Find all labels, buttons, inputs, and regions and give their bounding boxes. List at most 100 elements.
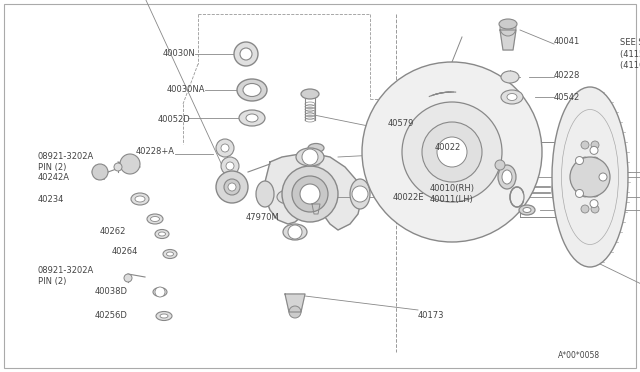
Circle shape [282, 166, 338, 222]
FancyBboxPatch shape [4, 4, 636, 368]
Text: 40256D: 40256D [95, 311, 128, 320]
Text: 40041: 40041 [554, 38, 580, 46]
Circle shape [288, 225, 302, 239]
Ellipse shape [243, 83, 261, 96]
Ellipse shape [552, 87, 628, 267]
Circle shape [570, 157, 610, 197]
Ellipse shape [246, 114, 258, 122]
Circle shape [224, 179, 240, 195]
Circle shape [581, 189, 589, 197]
Circle shape [557, 197, 563, 203]
Circle shape [221, 157, 239, 175]
Ellipse shape [296, 148, 324, 166]
Text: 40242A: 40242A [38, 173, 70, 182]
Circle shape [590, 200, 598, 208]
Circle shape [591, 189, 599, 197]
Ellipse shape [308, 144, 324, 153]
Circle shape [155, 287, 165, 297]
Circle shape [575, 189, 584, 198]
Circle shape [581, 173, 589, 181]
Circle shape [581, 205, 589, 213]
Text: 40264: 40264 [112, 247, 138, 257]
Circle shape [234, 42, 258, 66]
Circle shape [221, 144, 229, 152]
Ellipse shape [301, 89, 319, 99]
Text: 40052D: 40052D [157, 115, 190, 125]
Ellipse shape [498, 165, 516, 189]
Text: 40228: 40228 [554, 71, 580, 80]
Circle shape [557, 176, 563, 182]
Circle shape [362, 62, 542, 242]
Circle shape [575, 157, 584, 164]
Ellipse shape [131, 193, 149, 205]
Text: 40022: 40022 [435, 142, 461, 151]
Text: A*00*0058: A*00*0058 [558, 352, 600, 360]
Ellipse shape [502, 170, 512, 184]
Ellipse shape [501, 71, 519, 83]
Ellipse shape [501, 90, 523, 104]
Circle shape [120, 154, 140, 174]
Circle shape [591, 205, 599, 213]
Circle shape [422, 122, 482, 182]
Ellipse shape [350, 179, 370, 209]
Ellipse shape [552, 175, 568, 205]
Circle shape [402, 102, 502, 202]
Circle shape [557, 190, 563, 196]
Text: 40022E: 40022E [393, 192, 424, 202]
Circle shape [92, 164, 108, 180]
Text: 40579: 40579 [388, 119, 414, 128]
Polygon shape [285, 294, 305, 312]
Ellipse shape [135, 196, 145, 202]
Circle shape [226, 162, 234, 170]
Circle shape [352, 186, 368, 202]
Circle shape [216, 139, 234, 157]
Ellipse shape [147, 214, 163, 224]
Circle shape [581, 141, 589, 149]
Circle shape [591, 141, 599, 149]
Ellipse shape [283, 224, 307, 240]
Circle shape [124, 274, 132, 282]
Ellipse shape [507, 93, 517, 100]
Circle shape [216, 171, 248, 203]
Text: 40228+A: 40228+A [136, 148, 175, 157]
Ellipse shape [523, 208, 531, 212]
Ellipse shape [163, 250, 177, 259]
Circle shape [302, 149, 318, 165]
Ellipse shape [155, 230, 169, 238]
Text: 40173: 40173 [418, 311, 445, 320]
Text: 47970M: 47970M [246, 212, 280, 221]
Text: 40542: 40542 [554, 93, 580, 102]
Circle shape [437, 137, 467, 167]
Ellipse shape [156, 311, 172, 321]
Circle shape [581, 157, 589, 165]
Polygon shape [265, 154, 362, 230]
Circle shape [590, 146, 598, 154]
Circle shape [114, 163, 122, 171]
Ellipse shape [153, 288, 167, 296]
Circle shape [591, 157, 599, 165]
Ellipse shape [166, 252, 173, 256]
Circle shape [228, 183, 236, 191]
Ellipse shape [160, 314, 168, 318]
Text: 08921-3202A
PIN (2): 08921-3202A PIN (2) [38, 152, 94, 172]
Circle shape [240, 48, 252, 60]
Polygon shape [500, 30, 516, 50]
Text: 40262: 40262 [100, 228, 126, 237]
Ellipse shape [499, 19, 517, 29]
Ellipse shape [159, 232, 166, 236]
Ellipse shape [237, 79, 267, 101]
Circle shape [557, 183, 563, 189]
Circle shape [591, 173, 599, 181]
Circle shape [292, 176, 328, 212]
Circle shape [500, 20, 516, 36]
Ellipse shape [239, 110, 265, 126]
Text: 40234: 40234 [38, 195, 65, 203]
Ellipse shape [282, 193, 294, 201]
Ellipse shape [150, 217, 159, 221]
Circle shape [289, 306, 301, 318]
Circle shape [599, 173, 607, 181]
Text: 40030NA: 40030NA [166, 86, 205, 94]
Text: 40038D: 40038D [95, 288, 128, 296]
Circle shape [300, 184, 320, 204]
Ellipse shape [519, 205, 535, 215]
